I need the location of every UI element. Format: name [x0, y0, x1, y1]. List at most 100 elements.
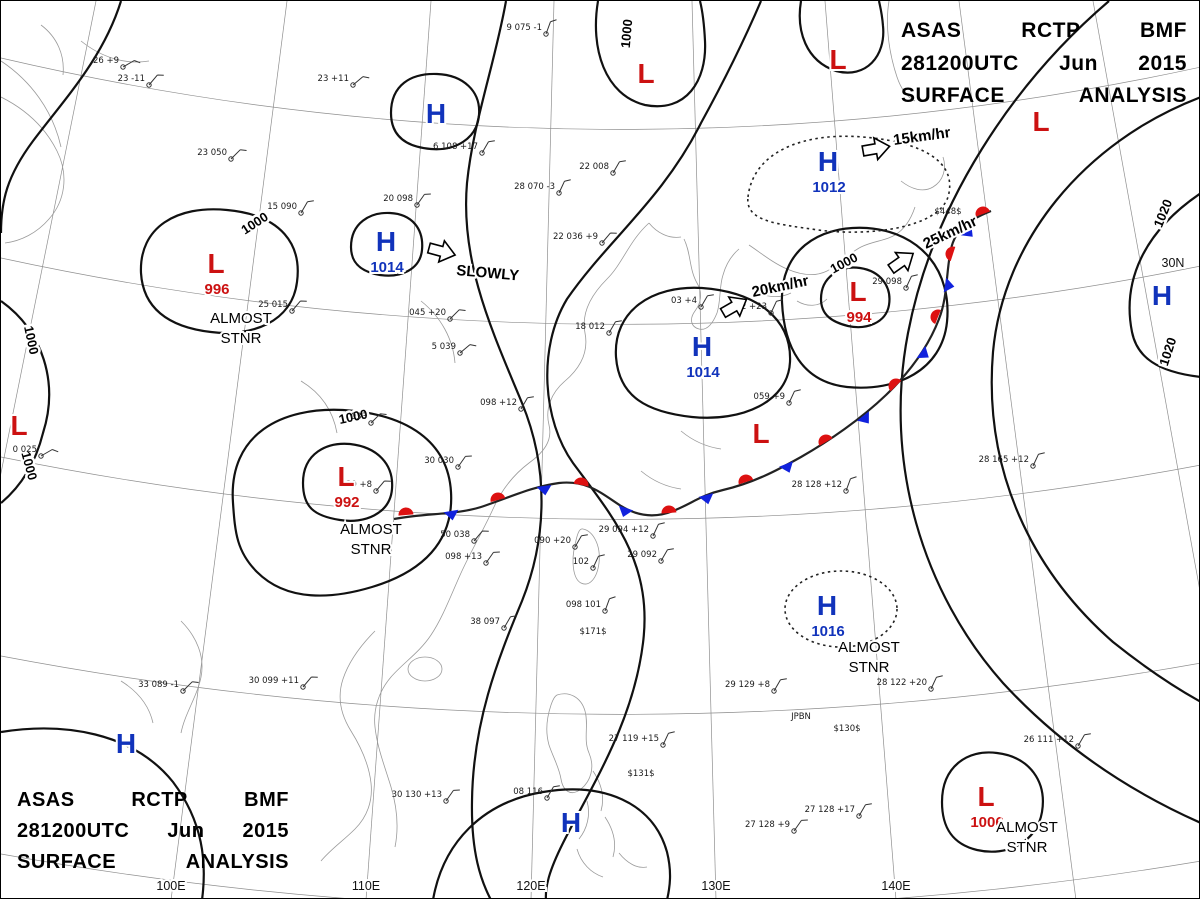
- svg-text:26 111 +12: 26 111 +12: [1024, 735, 1074, 745]
- station-plot: 0 025: [13, 445, 59, 459]
- station-plot: 22 036 +9: [553, 232, 617, 246]
- station-plot: 12 +23: [736, 299, 783, 316]
- movement-arrow-icon: [719, 295, 748, 319]
- svg-text:27 128 +9: 27 128 +9: [745, 820, 790, 830]
- chart-id-line: ASAS RCTP BMF: [17, 789, 289, 811]
- warm-front-symbol: [818, 434, 833, 446]
- svg-text:L: L: [977, 781, 994, 812]
- cold-front-symbol: [943, 277, 955, 293]
- warm-front-symbol: [661, 505, 677, 514]
- movement-annotation: SLOWLY: [456, 262, 520, 284]
- pressure-center-L-992: L 992 ALMOST STNR: [332, 459, 403, 560]
- svg-text:L: L: [337, 461, 354, 492]
- svg-text:23 +11: 23 +11: [318, 74, 349, 84]
- svg-text:ALMOST: ALMOST: [340, 521, 402, 538]
- svg-text:STNR: STNR: [849, 659, 890, 676]
- svg-text:1014: 1014: [686, 364, 720, 381]
- station-plot: 27 119 +15: [609, 731, 675, 748]
- svg-text:L: L: [207, 248, 224, 279]
- station-plot: 059 +9: [754, 389, 801, 406]
- station-plot: 098 +13: [445, 551, 500, 566]
- station-plot: 28 070 -3: [514, 179, 571, 196]
- svg-text:992: 992: [334, 494, 359, 511]
- station-plot: 23 -11: [118, 74, 164, 88]
- svg-text:30 +8: 30 +8: [346, 480, 372, 490]
- station-plot: 03 +4: [671, 294, 714, 310]
- svg-text:H: H: [561, 807, 581, 838]
- warm-front-symbol: [945, 246, 956, 262]
- warm-front-symbol: [398, 507, 414, 516]
- station-plot: 27 128 +17: [805, 803, 872, 819]
- svg-text:28 070 -3: 28 070 -3: [514, 182, 555, 192]
- station-plot: 6 108 +17: [433, 140, 495, 156]
- station-plot: 098 +12: [480, 396, 534, 412]
- svg-text:30 130 +13: 30 130 +13: [392, 790, 442, 800]
- pressure-center-H-1014: H 1014: [684, 329, 722, 383]
- cold-front-symbol: [536, 484, 552, 496]
- pressure-center-H: H: [114, 726, 138, 761]
- pressure-center-H-1012: H 1012: [810, 144, 847, 198]
- svg-text:H: H: [116, 728, 136, 759]
- svg-text:ALMOST: ALMOST: [210, 310, 272, 327]
- svg-text:27 128 +17: 27 128 +17: [805, 805, 855, 815]
- cold-front-symbol: [618, 505, 634, 518]
- station-plot: 29 098: [872, 274, 918, 291]
- svg-text:50 038: 50 038: [440, 530, 470, 540]
- chart-type-line: SURFACE ANALYSIS: [901, 84, 1187, 108]
- svg-text:H: H: [692, 331, 712, 362]
- warm-front-symbol: [888, 378, 902, 392]
- svg-text:994: 994: [846, 309, 872, 326]
- station-plot: $130$: [833, 724, 860, 734]
- chart-datetime-line: 281200UTC Jun 2015: [17, 820, 289, 842]
- svg-text:23 -11: 23 -11: [118, 74, 145, 84]
- longitude-label: 110E: [352, 879, 380, 893]
- svg-text:22 036 +9: 22 036 +9: [553, 232, 598, 242]
- pressure-center-L: L: [827, 42, 848, 77]
- svg-text:08 116: 08 116: [513, 787, 543, 797]
- svg-text:$131$: $131$: [627, 769, 654, 779]
- svg-text:22 008: 22 008: [579, 162, 609, 172]
- svg-text:L: L: [829, 44, 846, 75]
- svg-text:996: 996: [204, 281, 229, 298]
- svg-text:STNR: STNR: [351, 541, 392, 558]
- station-plot: 30 130 +13: [392, 789, 460, 804]
- svg-text:33 089 -1: 33 089 -1: [138, 680, 179, 690]
- svg-text:059 +9: 059 +9: [754, 392, 785, 402]
- pressure-center-L: L: [750, 416, 771, 451]
- svg-text:H: H: [1152, 280, 1172, 311]
- cold-front-symbol: [960, 224, 973, 237]
- svg-text:1012: 1012: [812, 179, 845, 196]
- svg-text:29 098: 29 098: [872, 277, 902, 287]
- station-plot: 22 008: [579, 160, 626, 176]
- svg-text:JPBN: JPBN: [790, 712, 811, 722]
- station-plot: 38 097: [470, 615, 517, 631]
- svg-text:H: H: [818, 146, 838, 177]
- svg-text:5 039: 5 039: [432, 342, 456, 352]
- isobar-label: 1000: [21, 324, 42, 355]
- station-plot: 29 092: [627, 548, 674, 564]
- svg-text:033: 033: [351, 412, 367, 422]
- svg-text:102: 102: [573, 557, 589, 567]
- svg-text:1014: 1014: [370, 259, 404, 276]
- station-plot: 033: [351, 412, 387, 426]
- svg-text:090 +20: 090 +20: [534, 536, 571, 546]
- warm-front-symbol: [930, 309, 941, 324]
- svg-text:$448$: $448$: [934, 207, 961, 217]
- svg-text:26 +9: 26 +9: [93, 56, 119, 66]
- station-plot: 30 099 +11: [249, 676, 318, 690]
- station-plot: $131$: [627, 769, 654, 779]
- station-plot: $171$: [579, 627, 606, 637]
- svg-text:12 +23: 12 +23: [736, 302, 767, 312]
- svg-text:30 030: 30 030: [424, 456, 454, 466]
- pressure-center-H: H: [1150, 278, 1174, 313]
- dashed-contours: [747, 135, 951, 648]
- svg-text:$171$: $171$: [579, 627, 606, 637]
- station-plot: 27 128 +9: [745, 819, 808, 834]
- longitude-label: 120E: [516, 879, 545, 893]
- svg-text:045 +20: 045 +20: [409, 308, 446, 318]
- station-plot: 098 101: [566, 596, 616, 614]
- warm-front-symbol: [738, 474, 754, 485]
- svg-text:25 015: 25 015: [258, 300, 288, 310]
